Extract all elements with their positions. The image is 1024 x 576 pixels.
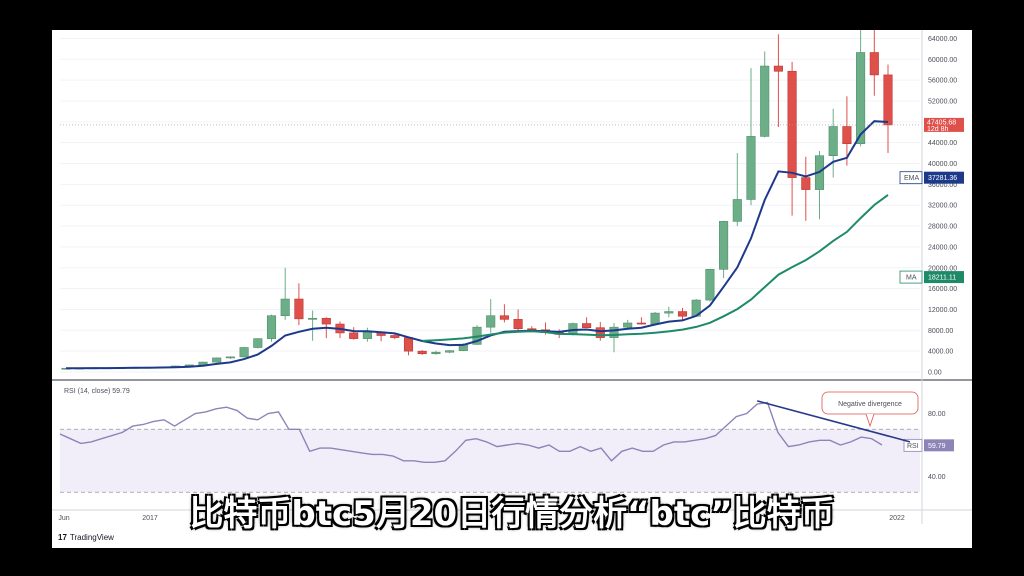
price-tick-label: 56000.00 (928, 78, 957, 85)
candle-up (225, 356, 235, 359)
rsi-tick-label: 80.00 (928, 411, 946, 418)
last-price-countdown: 12d 8h (927, 126, 949, 133)
price-tick-label: 28000.00 (928, 224, 957, 231)
candle-down (403, 337, 414, 352)
candle-up (308, 318, 318, 320)
chart-canvas[interactable]: 0.00 4000.00 8000.00 12000.00 16000.00 20000.… (52, 30, 972, 548)
candle-down (677, 311, 688, 317)
price-tick-label: 8000.00 (928, 328, 953, 335)
video-caption: 比特币btc5月20日行情分析“btc”比特币 (189, 494, 835, 534)
candle-down (883, 74, 893, 126)
rsi-name-tag (903, 438, 923, 452)
price-tick-label: 0.00 (928, 370, 942, 377)
price-tick-label: 12000.00 (928, 307, 957, 314)
ma-name-tag (899, 270, 923, 284)
candle-up (239, 347, 249, 358)
price-tick-label: 52000.00 (928, 98, 957, 105)
time-tick-label: 2022 (889, 515, 905, 522)
time-tick-label: Jun (58, 515, 69, 522)
candle-up (609, 326, 619, 338)
candle-up (719, 221, 729, 270)
candle-down (321, 318, 331, 325)
divergence-trendline (756, 400, 911, 443)
candle-down (801, 177, 811, 190)
candle-down (842, 126, 852, 145)
candle-up (486, 315, 496, 328)
rsi-line (59, 401, 883, 463)
candle-down (527, 328, 537, 331)
candle-up (253, 338, 263, 348)
price-tick-label: 24000.00 (928, 244, 957, 251)
price-tick-label: 4000.00 (928, 349, 953, 356)
ma-line (422, 194, 889, 342)
rsi-band-fill (60, 429, 920, 493)
candle-up (362, 331, 372, 339)
rsi-value-tag (924, 439, 954, 452)
price-tick-label: 64000.00 (928, 36, 957, 43)
ema-value-label: 37281.36 (928, 175, 957, 182)
tradingview-text: TradingView (69, 533, 114, 542)
candle-up (760, 65, 770, 137)
candle-up (828, 126, 838, 156)
price-tick-label: 20000.00 (928, 265, 957, 272)
candle-down (787, 70, 797, 178)
ema-value-tag (924, 171, 964, 184)
candle-up (445, 350, 455, 353)
last-price-value: 47405.68 (927, 119, 956, 126)
candle-up (212, 357, 222, 363)
ema-name-label: EMA (904, 175, 920, 182)
candle-up (266, 315, 277, 339)
candle-down (773, 65, 783, 72)
candle-up (650, 312, 660, 325)
last-price-tag (924, 117, 964, 132)
tradingview-mark: 17 (58, 533, 67, 542)
candle-up (280, 298, 290, 317)
candle-down (869, 52, 879, 76)
rsi-tick-label: 40.00 (928, 474, 946, 481)
candle-up (623, 322, 633, 328)
ma-value-tag (924, 271, 964, 284)
price-tick-label: 44000.00 (928, 140, 957, 147)
ma-value-label: 18211.11 (928, 275, 956, 282)
chart-frame: 0.00 4000.00 8000.00 12000.00 16000.00 20000.… (52, 30, 972, 548)
divergence-annotation-text: Negative divergence (838, 401, 902, 408)
tradingview-logo: 17 TradingView (58, 533, 114, 542)
price-tick-label: 40000.00 (928, 161, 957, 168)
price-tick-label: 16000.00 (928, 286, 957, 293)
candle-up (746, 136, 756, 200)
rsi-name-label: RSI (907, 443, 919, 450)
ema-line (66, 120, 889, 370)
price-tick-label: 36000.00 (928, 182, 957, 189)
candle-down (636, 322, 646, 325)
ema-name-tag (899, 171, 923, 185)
candle-up (856, 52, 866, 145)
time-tick-label: 2017 (142, 515, 158, 522)
candle-down (390, 335, 400, 338)
candles-group (61, 30, 893, 370)
candle-up (705, 269, 715, 301)
divergence-annotation-pointer (865, 413, 875, 428)
price-tick-label: 32000.00 (928, 203, 957, 210)
candle-down (294, 298, 304, 320)
rsi-value-label: 59.79 (928, 443, 946, 450)
rsi-legend: RSI (14, close) 59.79 (64, 388, 130, 395)
candle-up (664, 311, 674, 314)
candle-down (417, 350, 427, 355)
candle-down (513, 319, 523, 330)
candle-down (595, 327, 605, 338)
candle-up (431, 351, 441, 355)
candle-down (499, 315, 509, 320)
candle-up (732, 199, 742, 222)
price-tick-label: 60000.00 (928, 57, 957, 64)
candle-down (349, 332, 359, 339)
candle-down (582, 323, 592, 328)
ma-name-label: MA (906, 275, 917, 282)
